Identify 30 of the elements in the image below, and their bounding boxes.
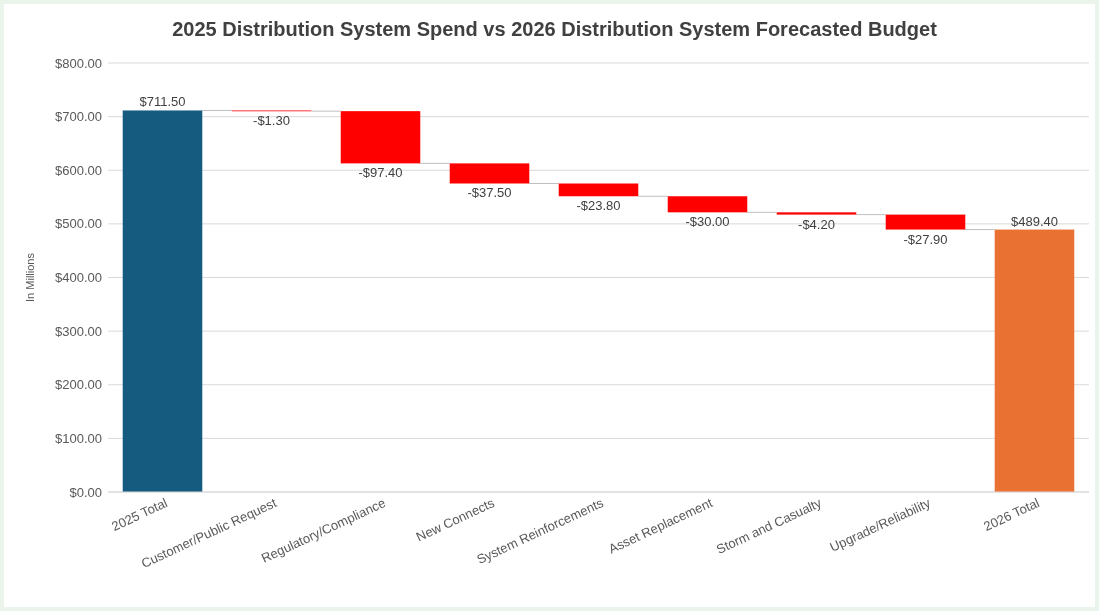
data-label: -$4.20 [798, 216, 835, 232]
y-tick-label: $700.00 [55, 109, 102, 125]
data-label: -$27.90 [903, 231, 948, 247]
y-tick-label: $800.00 [55, 55, 102, 71]
chart-title: 2025 Distribution System Spend vs 2026 Distribution System Forecasted Budget [172, 18, 938, 40]
y-tick-label: $500.00 [55, 216, 102, 232]
y-tick-label: $400.00 [55, 270, 102, 285]
x-tick-label: 2026 Total [981, 495, 1042, 534]
x-tick-label: 2025 Total [109, 495, 170, 534]
data-label: -$30.00 [685, 214, 730, 230]
data-label: -$37.50 [467, 185, 512, 201]
bar [776, 212, 857, 215]
y-tick-label: $200.00 [55, 377, 102, 393]
bar [340, 111, 421, 164]
bar [994, 229, 1075, 492]
data-label: -$23.80 [576, 198, 621, 214]
data-label: $489.40 [1011, 213, 1058, 229]
bar [667, 196, 748, 213]
y-tick-label: $0.00 [69, 484, 102, 500]
data-label: -$97.40 [358, 165, 403, 181]
data-label: -$1.30 [253, 113, 290, 129]
y-tick-label: $600.00 [55, 162, 102, 178]
bar [449, 163, 530, 184]
y-tick-label: $300.00 [55, 323, 102, 339]
y-axis-title: In Millions [24, 252, 36, 302]
bar [122, 110, 203, 492]
bar [885, 214, 966, 230]
bar [558, 183, 639, 197]
data-label: $711.50 [139, 94, 186, 110]
y-tick-label: $100.00 [55, 430, 102, 446]
